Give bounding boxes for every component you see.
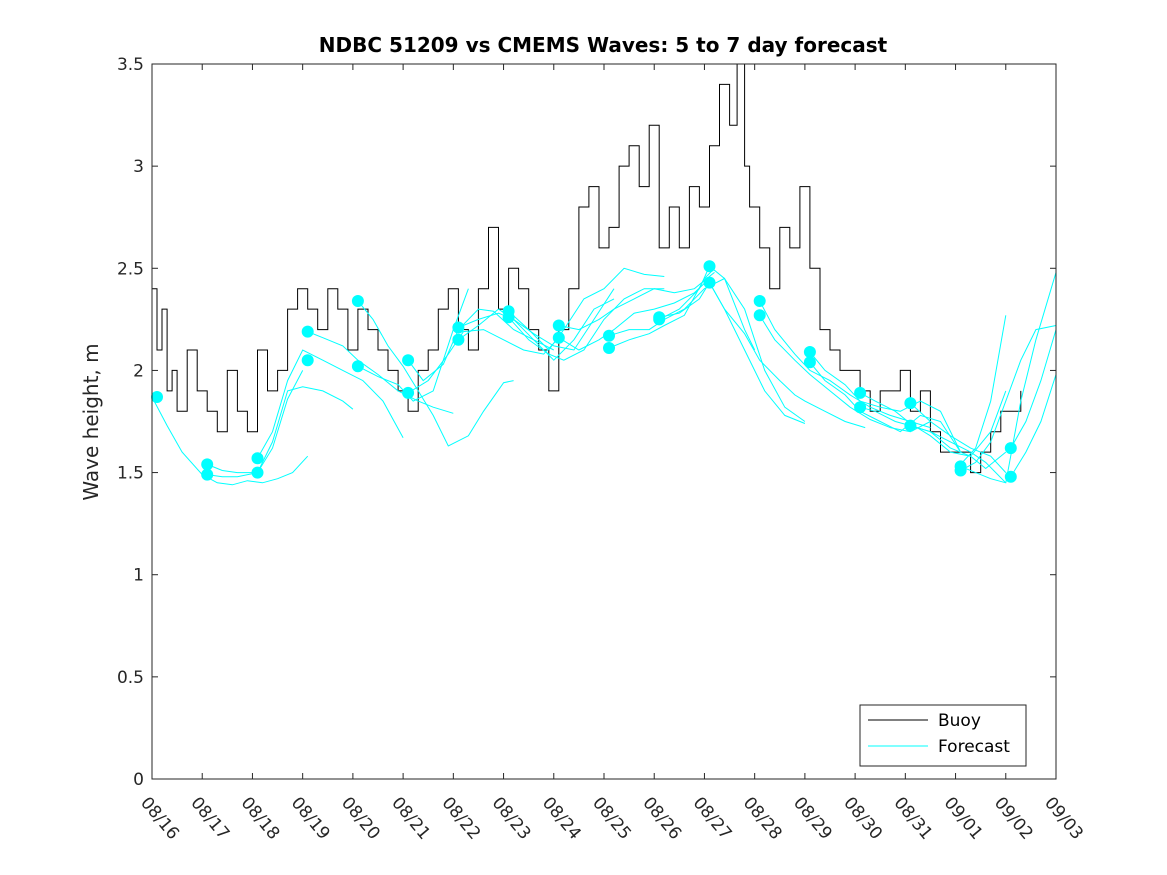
y-tick-label: 2.5 <box>117 259 144 279</box>
forecast-series-line-20 <box>759 300 931 429</box>
forecast-marker-25 <box>803 346 816 358</box>
forecast-series-line-12 <box>508 288 665 361</box>
forecast-series-line-31 <box>1010 374 1057 477</box>
forecast-marker-8 <box>351 360 364 373</box>
forecast-marker-22 <box>703 276 716 289</box>
forecast-series-line-26 <box>910 402 1007 473</box>
y-axis-label: Wave height, m <box>79 343 103 500</box>
legend: Buoy Forecast <box>859 704 1027 767</box>
forecast-marker-18 <box>603 342 615 354</box>
forecast-marker-12 <box>452 333 465 346</box>
forecast-marker-23 <box>753 295 766 307</box>
forecast-marker-20 <box>653 313 666 326</box>
forecast-marker-5 <box>301 325 314 338</box>
y-tick-label: 3.5 <box>117 55 144 75</box>
forecast-marker-21 <box>703 260 716 273</box>
y-tick-label: 3 <box>133 157 144 177</box>
forecast-series-line-8 <box>407 329 560 394</box>
forecast-marker-14 <box>502 311 515 324</box>
forecast-marker-2 <box>201 468 214 481</box>
legend-buoy-label: Buoy <box>938 711 981 731</box>
forecast-series-line-10 <box>458 298 615 361</box>
forecast-series-line-23 <box>809 361 962 453</box>
forecast-marker-11 <box>452 321 465 334</box>
forecast-series-line-22 <box>809 351 962 453</box>
series-layer <box>151 63 1057 486</box>
buoy-series-line <box>152 63 1022 474</box>
forecast-marker-9 <box>402 354 415 367</box>
forecast-marker-29 <box>904 397 917 410</box>
forecast-marker-27 <box>854 386 867 399</box>
legend-box <box>859 704 1027 767</box>
forecast-marker-17 <box>603 329 615 342</box>
forecast-marker-4 <box>251 466 264 479</box>
y-tick-label: 0.5 <box>117 668 144 688</box>
forecast-series-line-7 <box>407 308 555 382</box>
forecast-series-line-21 <box>759 315 931 433</box>
forecast-series-line-28 <box>960 272 1057 484</box>
forecast-marker-3 <box>251 452 264 465</box>
forecast-series-line-32 <box>1010 329 1057 449</box>
forecast-marker-1 <box>201 458 214 471</box>
forecast-series-line-19 <box>709 282 866 429</box>
plot-background <box>152 64 1056 779</box>
forecast-series-line-5 <box>357 300 514 447</box>
y-tick-label: 1.5 <box>117 464 144 484</box>
forecast-series-line-14 <box>558 278 710 351</box>
chart-title: NDBC 51209 vs CMEMS Waves: 5 to 7 day fo… <box>319 33 888 57</box>
forecast-series-line-13 <box>558 272 715 331</box>
forecast-marker-30 <box>904 419 917 432</box>
forecast-marker-28 <box>854 401 867 414</box>
forecast-series-line-30 <box>960 315 1007 465</box>
forecast-marker-10 <box>402 386 415 399</box>
forecast-series-line-18 <box>658 265 806 422</box>
forecast-marker-24 <box>753 309 766 322</box>
forecast-series-line-3 <box>257 349 404 459</box>
forecast-marker-32 <box>954 464 967 477</box>
legend-forecast-label: Forecast <box>938 737 1010 757</box>
forecast-series-line-29 <box>960 325 1057 471</box>
y-tick-label: 1 <box>133 566 144 586</box>
forecast-marker-15 <box>552 319 565 332</box>
forecast-marker-16 <box>552 331 565 344</box>
forecast-marker-7 <box>351 295 364 307</box>
forecast-marker-26 <box>803 356 816 369</box>
y-tick-label: 2 <box>133 361 144 381</box>
forecast-series-line-27 <box>910 390 1007 457</box>
forecast-series-line-9 <box>458 288 615 351</box>
forecast-marker-33 <box>1004 442 1017 455</box>
forecast-marker-0 <box>151 391 163 403</box>
forecast-series-line-11 <box>508 267 665 351</box>
forecast-marker-34 <box>1004 470 1017 483</box>
forecast-series-line-1 <box>207 386 354 474</box>
forecast-series-line-24 <box>859 392 1007 470</box>
forecast-marker-6 <box>301 354 314 367</box>
forecast-series-line-4 <box>307 331 454 414</box>
y-tick-label: 0 <box>133 770 144 790</box>
forecast-series-line-0 <box>151 396 309 486</box>
